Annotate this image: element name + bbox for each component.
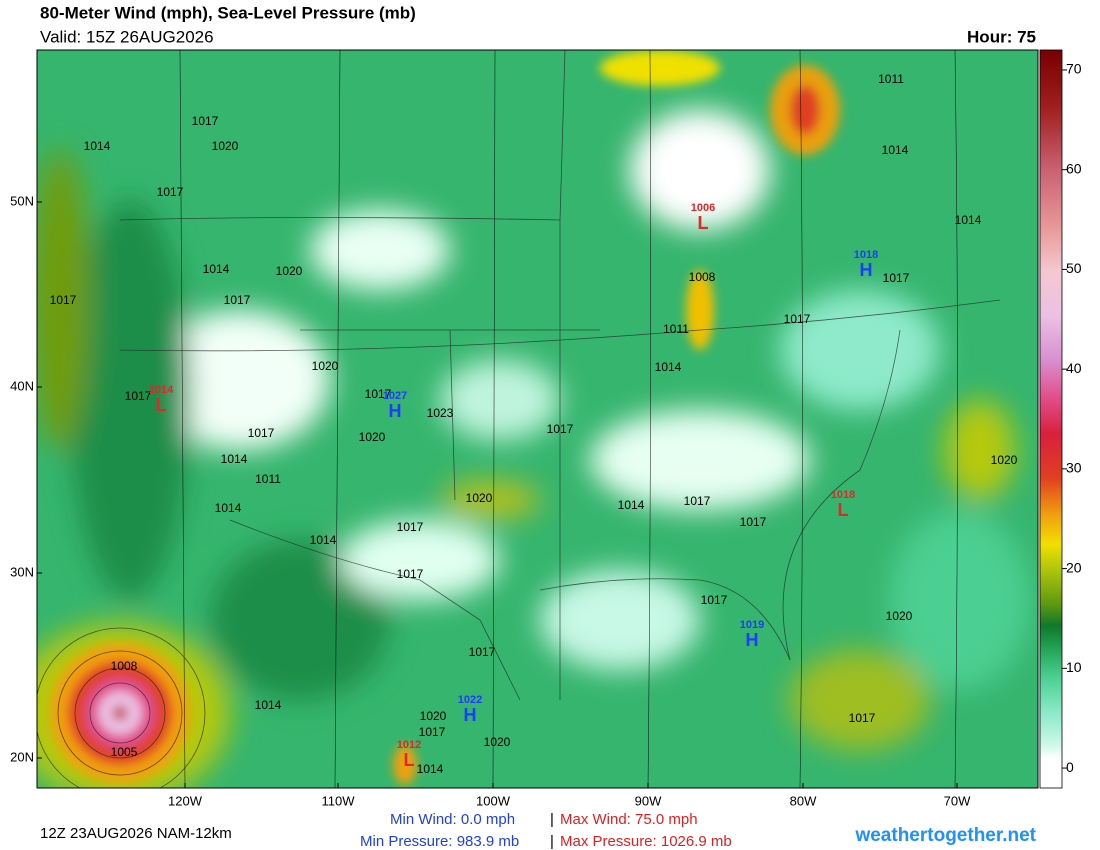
longitude-label: 110W (322, 793, 356, 808)
isobar-label: 1020 (466, 491, 493, 505)
min-wind: Min Wind: 0.0 mph (390, 811, 515, 828)
isobar-label: 1020 (212, 139, 239, 153)
longitude-label: 80W (790, 793, 817, 808)
isobar-label: 1017 (397, 520, 424, 534)
isobar-label: 1017 (397, 567, 424, 581)
colorbar (1039, 49, 1063, 789)
center-value: 1006 (691, 202, 715, 214)
isobar-label: 1020 (484, 735, 511, 749)
isobar-label: 1017 (419, 725, 446, 739)
isobar-label: 1017 (784, 312, 811, 326)
center-value: 1019 (740, 619, 764, 631)
max-pressure: Max Pressure: 1026.9 mb (560, 833, 732, 850)
isobar-label: 1014 (255, 698, 282, 712)
isobar-label: 1020 (276, 264, 303, 278)
colorbar-label: 50 (1066, 260, 1082, 276)
colorbar-label: 10 (1066, 659, 1082, 675)
isobar-label: 1014 (84, 139, 111, 153)
colorbar-label: 30 (1066, 460, 1082, 476)
footer: 12Z 23AUG2026 NAM-12km Min Wind: 0.0 mph… (40, 811, 1037, 850)
center-letter: H (860, 260, 873, 280)
latitude-label: 50N (10, 193, 34, 208)
center-value: 1027 (383, 390, 407, 402)
longitude-label: 90W (635, 793, 662, 808)
title: 80-Meter Wind (mph), Sea-Level Pressure … (40, 3, 416, 22)
isobar-label: 1023 (427, 406, 454, 420)
max-wind: Max Wind: 75.0 mph (560, 811, 698, 828)
isobar-label: 1017 (365, 387, 392, 401)
isobar-label: 1014 (618, 498, 645, 512)
center-value: 1018 (831, 489, 855, 501)
isobar-label: 1020 (359, 430, 386, 444)
isobar-label: 1017 (883, 271, 910, 285)
longitude-label: 70W (944, 793, 971, 808)
center-letter: L (404, 750, 415, 770)
center-letter: H (389, 401, 402, 421)
latitude-label: 30N (10, 564, 34, 579)
isobar-label: 1017 (157, 185, 184, 199)
isobar-label: 1017 (125, 389, 152, 403)
site-name: weathertogether.net (854, 825, 1036, 846)
valid-time: Valid: 15Z 26AUG2026 (40, 27, 214, 46)
isobar-label: 1017 (684, 494, 711, 508)
isobar-label: 1014 (310, 533, 337, 547)
model-run: 12Z 23AUG2026 NAM-12km (40, 825, 232, 842)
isobar-label: 1014 (955, 213, 982, 227)
colorbar-label: 40 (1066, 360, 1082, 376)
isobar-label: 1014 (417, 762, 444, 776)
isobar-label: 1017 (192, 114, 219, 128)
longitude-label: 100W (476, 793, 511, 808)
center-letter: L (698, 213, 709, 233)
isobar-label: 1011 (878, 72, 904, 86)
center-letter: H (464, 705, 477, 725)
colorbar-label: 0 (1066, 759, 1074, 775)
center-letter: L (838, 500, 849, 520)
isobar-label: 1017 (248, 426, 275, 440)
center-letter: L (156, 395, 167, 415)
isobar-label: 1005 (111, 745, 138, 759)
isobar-label: 1011 (663, 322, 689, 336)
center-value: 1014 (149, 384, 174, 396)
isobar-label: 1017 (224, 293, 251, 307)
separator: | (550, 833, 554, 850)
colorbar-label: 60 (1066, 160, 1082, 176)
isobar-label: 1014 (203, 262, 230, 276)
isobar-label: 1017 (740, 515, 767, 529)
isobar-label: 1020 (312, 359, 339, 373)
center-value: 1018 (854, 249, 878, 261)
isobar-label: 1008 (111, 659, 138, 673)
min-pressure: Min Pressure: 983.9 mb (360, 833, 519, 850)
isobar-label: 1014 (655, 360, 682, 374)
map-field (37, 50, 1038, 788)
isobar-label: 1017 (50, 293, 77, 307)
map-frame (36, 49, 1039, 789)
isobar-label: 1011 (255, 472, 281, 486)
isobar-label: 1017 (701, 593, 728, 607)
latitude-label: 40N (10, 378, 34, 393)
center-letter: H (746, 630, 759, 650)
longitude-label: 120W (168, 793, 203, 808)
isobar-label: 1014 (882, 143, 909, 157)
forecast-hour: Hour: 75 (967, 27, 1036, 46)
center-value: 1022 (458, 694, 482, 706)
isobar-label: 1017 (849, 711, 876, 725)
isobar-label: 1020 (991, 453, 1018, 467)
colorbar-label: 20 (1066, 559, 1082, 575)
latitude-label: 20N (10, 749, 34, 764)
isobar-label: 1014 (215, 501, 242, 515)
isobar-label: 1020 (886, 609, 913, 623)
separator: | (550, 811, 554, 828)
isobar-label: 1017 (547, 422, 574, 436)
isobar-label: 1020 (420, 709, 447, 723)
center-value: 1012 (397, 739, 421, 751)
isobar-label: 1014 (221, 452, 248, 466)
isobar-label: 1008 (689, 270, 716, 284)
colorbar-label: 70 (1066, 61, 1082, 77)
isobar-label: 1017 (469, 645, 496, 659)
